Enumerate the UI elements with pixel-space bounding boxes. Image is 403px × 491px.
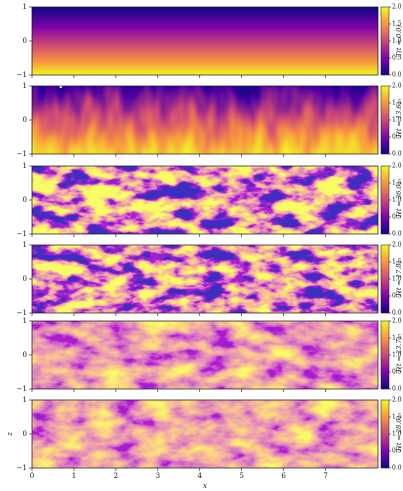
- colorbar-tick-label: 1.0: [392, 431, 402, 438]
- y-tick-label: 0: [23, 351, 27, 359]
- colorbar-tick-label: 0.0: [392, 386, 402, 393]
- colorbar-label: T(t = 17.8): [395, 261, 403, 298]
- colorbar-tick-label: 1.5: [392, 259, 402, 266]
- colorbar-tick-label: 2.0: [392, 83, 402, 90]
- y-tick-label: 0: [23, 275, 27, 283]
- field-group: [32, 166, 378, 234]
- field-group: [32, 7, 378, 75]
- y-tick-label: 1: [23, 3, 27, 11]
- colorbar: [380, 399, 390, 469]
- y-tick-label: 1: [23, 317, 27, 325]
- colorbar: [380, 244, 390, 314]
- colorbar-tick-label: 0.5: [392, 55, 402, 62]
- colorbar-tick-label: 1.0: [392, 352, 402, 359]
- field: [32, 86, 378, 154]
- colorbar-tick-label: 1.0: [392, 276, 402, 283]
- x-tick-label: 1: [72, 472, 76, 480]
- field: [32, 245, 378, 313]
- y-axis-label: z: [6, 432, 14, 437]
- field-group: [32, 245, 378, 313]
- y-tick-label: −1: [17, 150, 27, 158]
- colorbar-tick-label: 0.5: [392, 134, 402, 141]
- colorbar-label: T(t = 0.0): [395, 25, 403, 57]
- x-axis-label: x: [203, 482, 207, 490]
- y-tick-label: 0: [23, 196, 27, 204]
- colorbar-tick-label: 2.0: [392, 397, 402, 404]
- colorbar: [380, 320, 390, 390]
- y-tick-label: 1: [23, 82, 27, 90]
- colorbar-tick-label: 0.0: [392, 72, 402, 79]
- y-tick-label: 1: [23, 241, 27, 249]
- x-tick-label: 6: [281, 472, 286, 480]
- field: [32, 400, 378, 468]
- colorbar: [380, 6, 390, 76]
- colorbar-tick-label: 0.5: [392, 448, 402, 455]
- colorbar-tick-label: 0.5: [392, 293, 402, 300]
- y-tick-label: 1: [23, 162, 27, 170]
- colorbar-tick-label: 1.0: [392, 117, 402, 124]
- colorbar-tick-label: 0.0: [392, 231, 402, 238]
- colorbar-tick-label: 1.5: [392, 414, 402, 421]
- colorbar-tick-label: 0.0: [392, 465, 402, 472]
- colorbar-tick-label: 1.5: [392, 21, 402, 28]
- colorbar-tick-label: 1.5: [392, 180, 402, 187]
- colorbar-tick-label: 0.5: [392, 214, 402, 221]
- y-tick-label: 1: [23, 396, 27, 404]
- y-tick-label: −1: [17, 71, 27, 79]
- colorbar-tick-label: 1.0: [392, 197, 402, 204]
- x-tick-label: 5: [239, 472, 243, 480]
- x-tick-label: 0: [30, 472, 34, 480]
- colorbar-tick-label: 1.5: [392, 335, 402, 342]
- field-group: [32, 400, 378, 468]
- colorbar-tick-label: 1.5: [392, 100, 402, 107]
- x-tick-label: 7: [323, 472, 327, 480]
- colorbar-tick-label: 0.0: [392, 310, 402, 317]
- colorbar: [380, 85, 390, 155]
- colorbar-label: T(t = 36.0): [395, 182, 403, 219]
- colorbar-tick-label: 2.0: [392, 163, 402, 170]
- x-tick-label: 4: [198, 472, 203, 480]
- colorbar-label: T(t = 28.0): [395, 416, 403, 453]
- colorbar-label: T(t = 23.7): [395, 337, 403, 374]
- field: [32, 321, 378, 389]
- y-tick-label: −1: [17, 385, 27, 393]
- y-tick-label: 0: [23, 37, 27, 45]
- field: [32, 166, 378, 234]
- y-tick-label: 0: [23, 430, 27, 438]
- colorbar-tick-label: 2.0: [392, 4, 402, 11]
- colorbar-tick-label: 2.0: [392, 242, 402, 249]
- colorbar-tick-label: 0.5: [392, 369, 402, 376]
- x-tick-label: 2: [114, 472, 118, 480]
- y-tick-label: −1: [17, 230, 27, 238]
- y-tick-label: 0: [23, 116, 27, 124]
- y-tick-label: −1: [17, 464, 27, 472]
- colorbar-tick-label: 1.0: [392, 38, 402, 45]
- x-tick-label: 3: [156, 472, 160, 480]
- colorbar-tick-label: 2.0: [392, 318, 402, 325]
- colorbar-label: T(t = 13.6): [395, 102, 403, 139]
- field: [32, 7, 378, 75]
- colorbar: [380, 165, 390, 235]
- colorbar-tick-label: 0.0: [392, 151, 402, 158]
- field-group: [32, 321, 378, 389]
- field-group: [32, 86, 378, 154]
- y-tick-label: −1: [17, 309, 27, 317]
